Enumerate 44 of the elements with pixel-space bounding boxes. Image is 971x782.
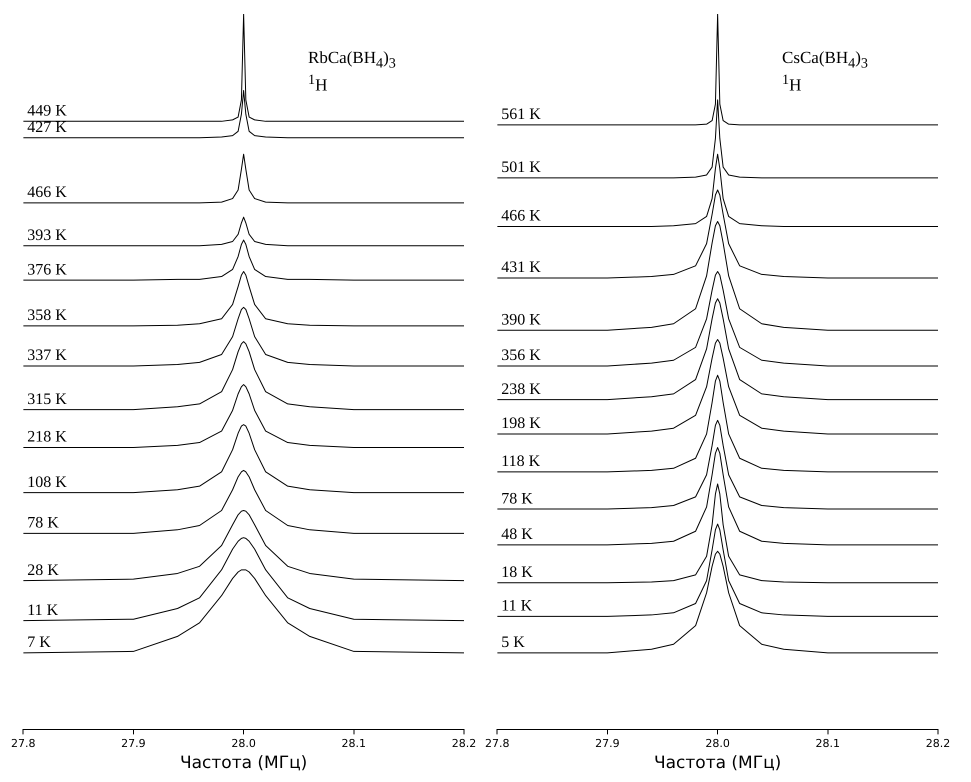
series-label: 315 K <box>27 390 68 408</box>
series-label: 358 K <box>27 307 68 324</box>
series-label: 218 K <box>27 428 68 446</box>
series-label: 449 K <box>27 102 68 120</box>
series-label: 28 K <box>27 562 60 579</box>
annotation: RbCa(BH$_{4}$)$_{3}$ <box>308 48 396 72</box>
x-axis-title: Частота (МГц) <box>654 753 782 774</box>
series-label: 427 K <box>27 118 68 136</box>
series-label: 198 K <box>501 415 542 432</box>
x-tick-label: 27.8 <box>484 736 510 750</box>
series-label: 78 K <box>27 514 60 532</box>
annotation: $^{1}$H <box>782 72 802 96</box>
series-label: 356 K <box>501 347 542 364</box>
series-label: 18 K <box>501 564 534 581</box>
series-label: 118 K <box>501 453 541 470</box>
annotation: CsCa(BH$_{4}$)$_{3}$ <box>782 48 868 72</box>
series-label: 561 K <box>501 106 542 124</box>
series-label: 337 K <box>27 347 68 364</box>
series-label: 108 K <box>27 474 68 491</box>
series-label: 11 K <box>501 598 533 615</box>
series-label: 431 K <box>501 259 542 276</box>
x-axis-title: Частота (МГц) <box>180 753 308 774</box>
series-label: 78 K <box>501 490 534 508</box>
series-label: 11 K <box>27 602 59 619</box>
x-tick-label: 28.2 <box>452 736 476 750</box>
series-label: 390 K <box>501 311 542 328</box>
series-label: 48 K <box>501 526 534 544</box>
series-label: 466 K <box>27 184 68 202</box>
series-label: 466 K <box>501 208 542 225</box>
series-label: 5 K <box>501 634 526 652</box>
series-label: 7 K <box>27 634 52 652</box>
series-label: 393 K <box>27 226 68 244</box>
series-label: 238 K <box>501 380 542 398</box>
x-tick-label: 28.0 <box>231 736 256 750</box>
x-tick-label: 27.9 <box>595 736 620 750</box>
x-tick-label: 28.1 <box>816 736 840 750</box>
x-tick-label: 27.9 <box>121 736 146 750</box>
x-tick-label: 28.0 <box>705 736 730 750</box>
x-tick-label: 27.8 <box>10 736 36 750</box>
x-tick-label: 28.2 <box>926 736 950 750</box>
series-label: 501 K <box>501 159 542 176</box>
annotation: $^{1}$H <box>308 72 328 96</box>
x-tick-label: 28.1 <box>342 736 366 750</box>
series-label: 376 K <box>27 261 68 278</box>
